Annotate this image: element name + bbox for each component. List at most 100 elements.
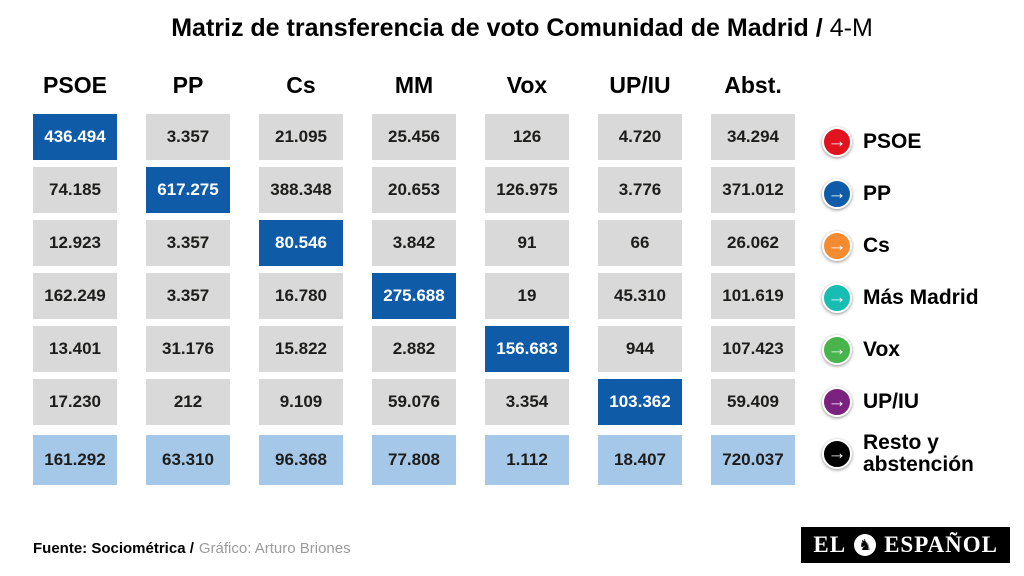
matrix-cell: 126.975 bbox=[485, 167, 569, 213]
legend-item-vox: → Vox bbox=[822, 324, 979, 376]
source-text: Fuente: Sociométrica / bbox=[33, 540, 194, 557]
matrix-cell: 25.456 bbox=[372, 114, 456, 160]
arrow-glyph-icon: → bbox=[827, 442, 847, 464]
matrix-cell: 617.275 bbox=[146, 167, 230, 213]
pp-arrow-icon: → bbox=[822, 179, 852, 209]
matrix-cell: 3.357 bbox=[146, 273, 230, 319]
arrow-glyph-icon: → bbox=[827, 390, 847, 412]
arrow-glyph-icon: → bbox=[827, 338, 847, 360]
legend-label-vox: Vox bbox=[863, 337, 900, 361]
legend: → PSOE → PP → Cs → Más Madrid → Vox → UP… bbox=[822, 116, 979, 480]
matrix-cell: 19 bbox=[485, 273, 569, 319]
matrix-cell-abstention: 77.808 bbox=[372, 435, 456, 485]
arrow-glyph-icon: → bbox=[827, 234, 847, 256]
column-header-pp: PP bbox=[172, 72, 204, 98]
column-header-cs: Cs bbox=[286, 72, 316, 98]
matrix-cell: 388.348 bbox=[259, 167, 343, 213]
matrix-cell: 4.720 bbox=[598, 114, 682, 160]
legend-item-cs: → Cs bbox=[822, 220, 979, 272]
column-header-vox: Vox bbox=[506, 72, 548, 98]
column-header-psoe: PSOE bbox=[43, 72, 107, 98]
matrix-cell: 212 bbox=[146, 379, 230, 425]
matrix-cell-abstention: 18.407 bbox=[598, 435, 682, 485]
column-upiu: UP/IU 4.720 3.776 66 45.310 944 103.362 … bbox=[598, 72, 682, 492]
cs-arrow-icon: → bbox=[822, 231, 852, 261]
column-header-mm: MM bbox=[394, 72, 434, 98]
legend-label-upiu: UP/IU bbox=[863, 389, 920, 413]
matrix-cell: 436.494 bbox=[33, 114, 117, 160]
vox-arrow-icon: → bbox=[822, 335, 852, 365]
matrix-cell: 3.842 bbox=[372, 220, 456, 266]
matrix-cell: 91 bbox=[485, 220, 569, 266]
legend-item-pp: → PP bbox=[822, 168, 979, 220]
matrix-cell: 34.294 bbox=[711, 114, 795, 160]
matrix-cell: 16.780 bbox=[259, 273, 343, 319]
matrix-cell: 3.357 bbox=[146, 114, 230, 160]
matrix-cell: 12.923 bbox=[33, 220, 117, 266]
column-mm: MM 25.456 20.653 3.842 275.688 2.882 59.… bbox=[372, 72, 456, 492]
matrix-cell: 80.546 bbox=[259, 220, 343, 266]
matrix-cell-abstention: 1.112 bbox=[485, 435, 569, 485]
lion-emblem-icon: ♞ bbox=[854, 534, 877, 556]
matrix-cell: 15.822 bbox=[259, 326, 343, 372]
column-header-upiu: UP/IU bbox=[609, 72, 671, 98]
credit-text: Gráfico: Arturo Briones bbox=[198, 540, 351, 557]
legend-label-cs: Cs bbox=[863, 233, 890, 257]
title-main: Matriz de transferencia de voto Comunida… bbox=[171, 14, 823, 42]
matrix-cell-abstention: 63.310 bbox=[146, 435, 230, 485]
column-header-abst: Abst. bbox=[724, 72, 782, 98]
matrix-cell-abstention: 161.292 bbox=[33, 435, 117, 485]
matrix-cell: 162.249 bbox=[33, 273, 117, 319]
matrix-cell-abstention: 720.037 bbox=[711, 435, 795, 485]
column-cs: Cs 21.095 388.348 80.546 16.780 15.822 9… bbox=[259, 72, 343, 492]
column-vox: Vox 126 126.975 91 19 156.683 3.354 1.11… bbox=[485, 72, 569, 492]
arrow-glyph-icon: → bbox=[827, 286, 847, 308]
matrix-cell: 126 bbox=[485, 114, 569, 160]
legend-label-pp: PP bbox=[863, 181, 892, 205]
matrix-cell: 13.401 bbox=[33, 326, 117, 372]
column-abst: Abst. 34.294 371.012 26.062 101.619 107.… bbox=[711, 72, 795, 492]
matrix-cell: 31.176 bbox=[146, 326, 230, 372]
matrix-cell: 9.109 bbox=[259, 379, 343, 425]
legend-label-mas-madrid: Más Madrid bbox=[863, 285, 979, 309]
matrix-cell: 944 bbox=[598, 326, 682, 372]
matrix-cell-abstention: 96.368 bbox=[259, 435, 343, 485]
matrix-cell: 17.230 bbox=[33, 379, 117, 425]
source-credit: Fuente: Sociométrica / Gráfico: Arturo Br… bbox=[33, 540, 351, 557]
legend-item-resto: → Resto y abstención bbox=[822, 428, 979, 480]
transfer-matrix: PSOE 436.494 74.185 12.923 162.249 13.40… bbox=[33, 72, 795, 492]
matrix-cell: 3.357 bbox=[146, 220, 230, 266]
matrix-cell: 371.012 bbox=[711, 167, 795, 213]
resto-arrow-icon: → bbox=[822, 439, 852, 469]
matrix-cell: 20.653 bbox=[372, 167, 456, 213]
psoe-arrow-icon: → bbox=[822, 127, 852, 157]
logo-el: EL bbox=[813, 532, 847, 557]
legend-item-psoe: → PSOE bbox=[822, 116, 979, 168]
matrix-cell: 59.076 bbox=[372, 379, 456, 425]
matrix-cell: 3.776 bbox=[598, 167, 682, 213]
matrix-cell: 101.619 bbox=[711, 273, 795, 319]
el-espanol-logo: EL ♞ ESPAÑOL bbox=[801, 527, 1010, 563]
matrix-cell: 156.683 bbox=[485, 326, 569, 372]
matrix-cell: 21.095 bbox=[259, 114, 343, 160]
legend-label-resto: Resto y abstención bbox=[863, 430, 974, 476]
logo-espanol: ESPAÑOL bbox=[884, 532, 998, 557]
matrix-cell: 59.409 bbox=[711, 379, 795, 425]
legend-item-mas-madrid: → Más Madrid bbox=[822, 272, 979, 324]
matrix-cell: 45.310 bbox=[598, 273, 682, 319]
matrix-cell: 2.882 bbox=[372, 326, 456, 372]
matrix-cell: 107.423 bbox=[711, 326, 795, 372]
arrow-glyph-icon: → bbox=[827, 182, 847, 204]
mas-madrid-arrow-icon: → bbox=[822, 283, 852, 313]
matrix-cell: 26.062 bbox=[711, 220, 795, 266]
column-psoe: PSOE 436.494 74.185 12.923 162.249 13.40… bbox=[33, 72, 117, 492]
matrix-cell: 3.354 bbox=[485, 379, 569, 425]
legend-item-upiu: → UP/IU bbox=[822, 376, 979, 428]
arrow-glyph-icon: → bbox=[827, 130, 847, 152]
upiu-arrow-icon: → bbox=[822, 387, 852, 417]
page-title: Matriz de transferencia de voto Comunida… bbox=[20, 14, 1024, 43]
matrix-cell: 74.185 bbox=[33, 167, 117, 213]
title-suffix: 4-M bbox=[829, 14, 873, 42]
matrix-cell: 103.362 bbox=[598, 379, 682, 425]
matrix-cell: 66 bbox=[598, 220, 682, 266]
